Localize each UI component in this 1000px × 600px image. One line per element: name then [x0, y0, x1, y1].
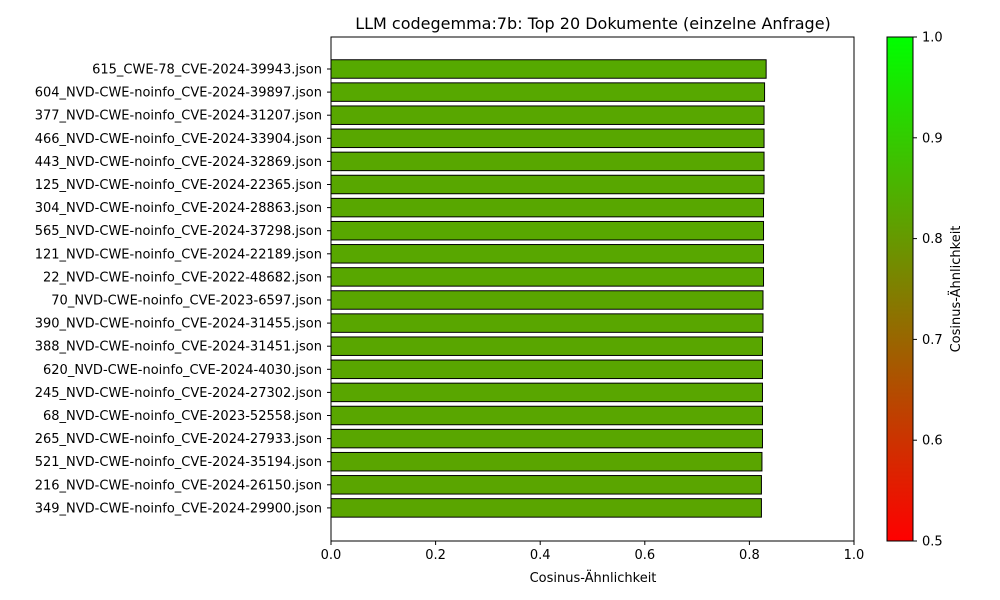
y-tick-label-11: 390_NVD-CWE-noinfo_CVE-2024-31455.json	[35, 317, 322, 332]
y-tick-label-14: 245_NVD-CWE-noinfo_CVE-2024-27302.json	[35, 386, 322, 401]
x-axis-label: Cosinus-Ähnlichkeit	[530, 570, 657, 586]
y-tick-label-0: 615_CWE-78_CVE-2024-39943.json	[92, 63, 322, 78]
x-tick-label-1: 0.2	[425, 548, 446, 563]
x-tick-label-5: 1.0	[844, 548, 865, 563]
bar-9	[330, 267, 765, 287]
x-tick-label-3: 0.6	[634, 548, 655, 563]
bar-1	[330, 82, 766, 102]
y-tick-label-5: 125_NVD-CWE-noinfo_CVE-2024-22365.json	[35, 178, 322, 193]
chart-title: LLM codegemma:7b: Top 20 Dokumente (einz…	[355, 14, 831, 33]
bar-16	[330, 428, 763, 449]
bar-3	[330, 128, 765, 149]
y-tick-label-18: 216_NVD-CWE-noinfo_CVE-2024-26150.json	[35, 478, 322, 493]
y-tick-label-19: 349_NVD-CWE-noinfo_CVE-2024-29900.json	[35, 501, 322, 516]
bar-10	[330, 290, 764, 310]
bar-14	[330, 382, 763, 403]
bar-4	[330, 151, 765, 172]
y-tick-label-3: 466_NVD-CWE-noinfo_CVE-2024-33904.json	[35, 132, 322, 147]
bar-19	[330, 498, 762, 518]
y-tick-label-8: 121_NVD-CWE-noinfo_CVE-2024-22189.json	[35, 247, 322, 262]
colorbar-label: Cosinus-Ähnlichkeit	[948, 226, 964, 353]
y-tick-labels: 615_CWE-78_CVE-2024-39943.json 604_NVD-CW…	[35, 63, 331, 516]
bar-5	[330, 174, 765, 195]
x-tick-label-2: 0.4	[530, 548, 551, 563]
y-tick-label-4: 443_NVD-CWE-noinfo_CVE-2024-32869.json	[35, 155, 322, 170]
x-tick-label-0: 0.0	[321, 548, 342, 563]
colorbar-tick-label-2: 0.7	[922, 333, 943, 348]
plot-frame	[330, 36, 855, 542]
colorbar-ticks: 0.5 0.6 0.7 0.8 0.9 1.0	[913, 31, 943, 550]
bar-6	[330, 197, 765, 218]
y-tick-label-12: 388_NVD-CWE-noinfo_CVE-2024-31451.json	[35, 340, 322, 355]
y-tick-label-16: 265_NVD-CWE-noinfo_CVE-2024-27933.json	[35, 432, 322, 447]
colorbar-tick-label-0: 0.5	[922, 535, 943, 550]
bar-17	[330, 451, 763, 472]
y-tick-label-13: 620_NVD-CWE-noinfo_CVE-2024-4030.json	[43, 363, 322, 378]
y-tick-label-6: 304_NVD-CWE-noinfo_CVE-2024-28863.json	[35, 201, 322, 216]
bar-18	[330, 475, 762, 495]
y-tick-label-17: 521_NVD-CWE-noinfo_CVE-2024-35194.json	[35, 455, 322, 470]
bar-8	[330, 244, 765, 264]
bar-11	[330, 313, 764, 333]
y-tick-label-15: 68_NVD-CWE-noinfo_CVE-2023-52558.json	[43, 409, 322, 424]
x-axis-ticks: 0.0 0.2 0.4 0.6 0.8 1.0	[321, 541, 865, 563]
x-tick-label-4: 0.8	[739, 548, 760, 563]
colorbar-tick-label-1: 0.6	[922, 434, 943, 449]
y-tick-label-10: 70_NVD-CWE-noinfo_CVE-2023-6597.json	[51, 294, 322, 309]
y-tick-label-9: 22_NVD-CWE-noinfo_CVE-2022-48682.json	[43, 270, 322, 285]
colorbar-tick-label-3: 0.8	[922, 232, 943, 247]
y-tick-label-1: 604_NVD-CWE-noinfo_CVE-2024-39897.json	[35, 86, 322, 101]
colorbar-tick-label-5: 1.0	[922, 31, 943, 46]
bar-12	[330, 336, 763, 356]
y-tick-label-2: 377_NVD-CWE-noinfo_CVE-2024-31207.json	[35, 109, 322, 124]
bar-15	[330, 405, 763, 426]
y-tick-label-7: 565_NVD-CWE-noinfo_CVE-2024-37298.json	[35, 224, 322, 239]
colorbar-tick-label-4: 0.9	[922, 131, 943, 146]
bar-2	[330, 105, 765, 125]
bar-13	[330, 359, 763, 380]
bar-0	[330, 59, 767, 79]
bars-group	[330, 59, 767, 518]
colorbar	[886, 36, 914, 542]
bar-7	[330, 220, 765, 241]
